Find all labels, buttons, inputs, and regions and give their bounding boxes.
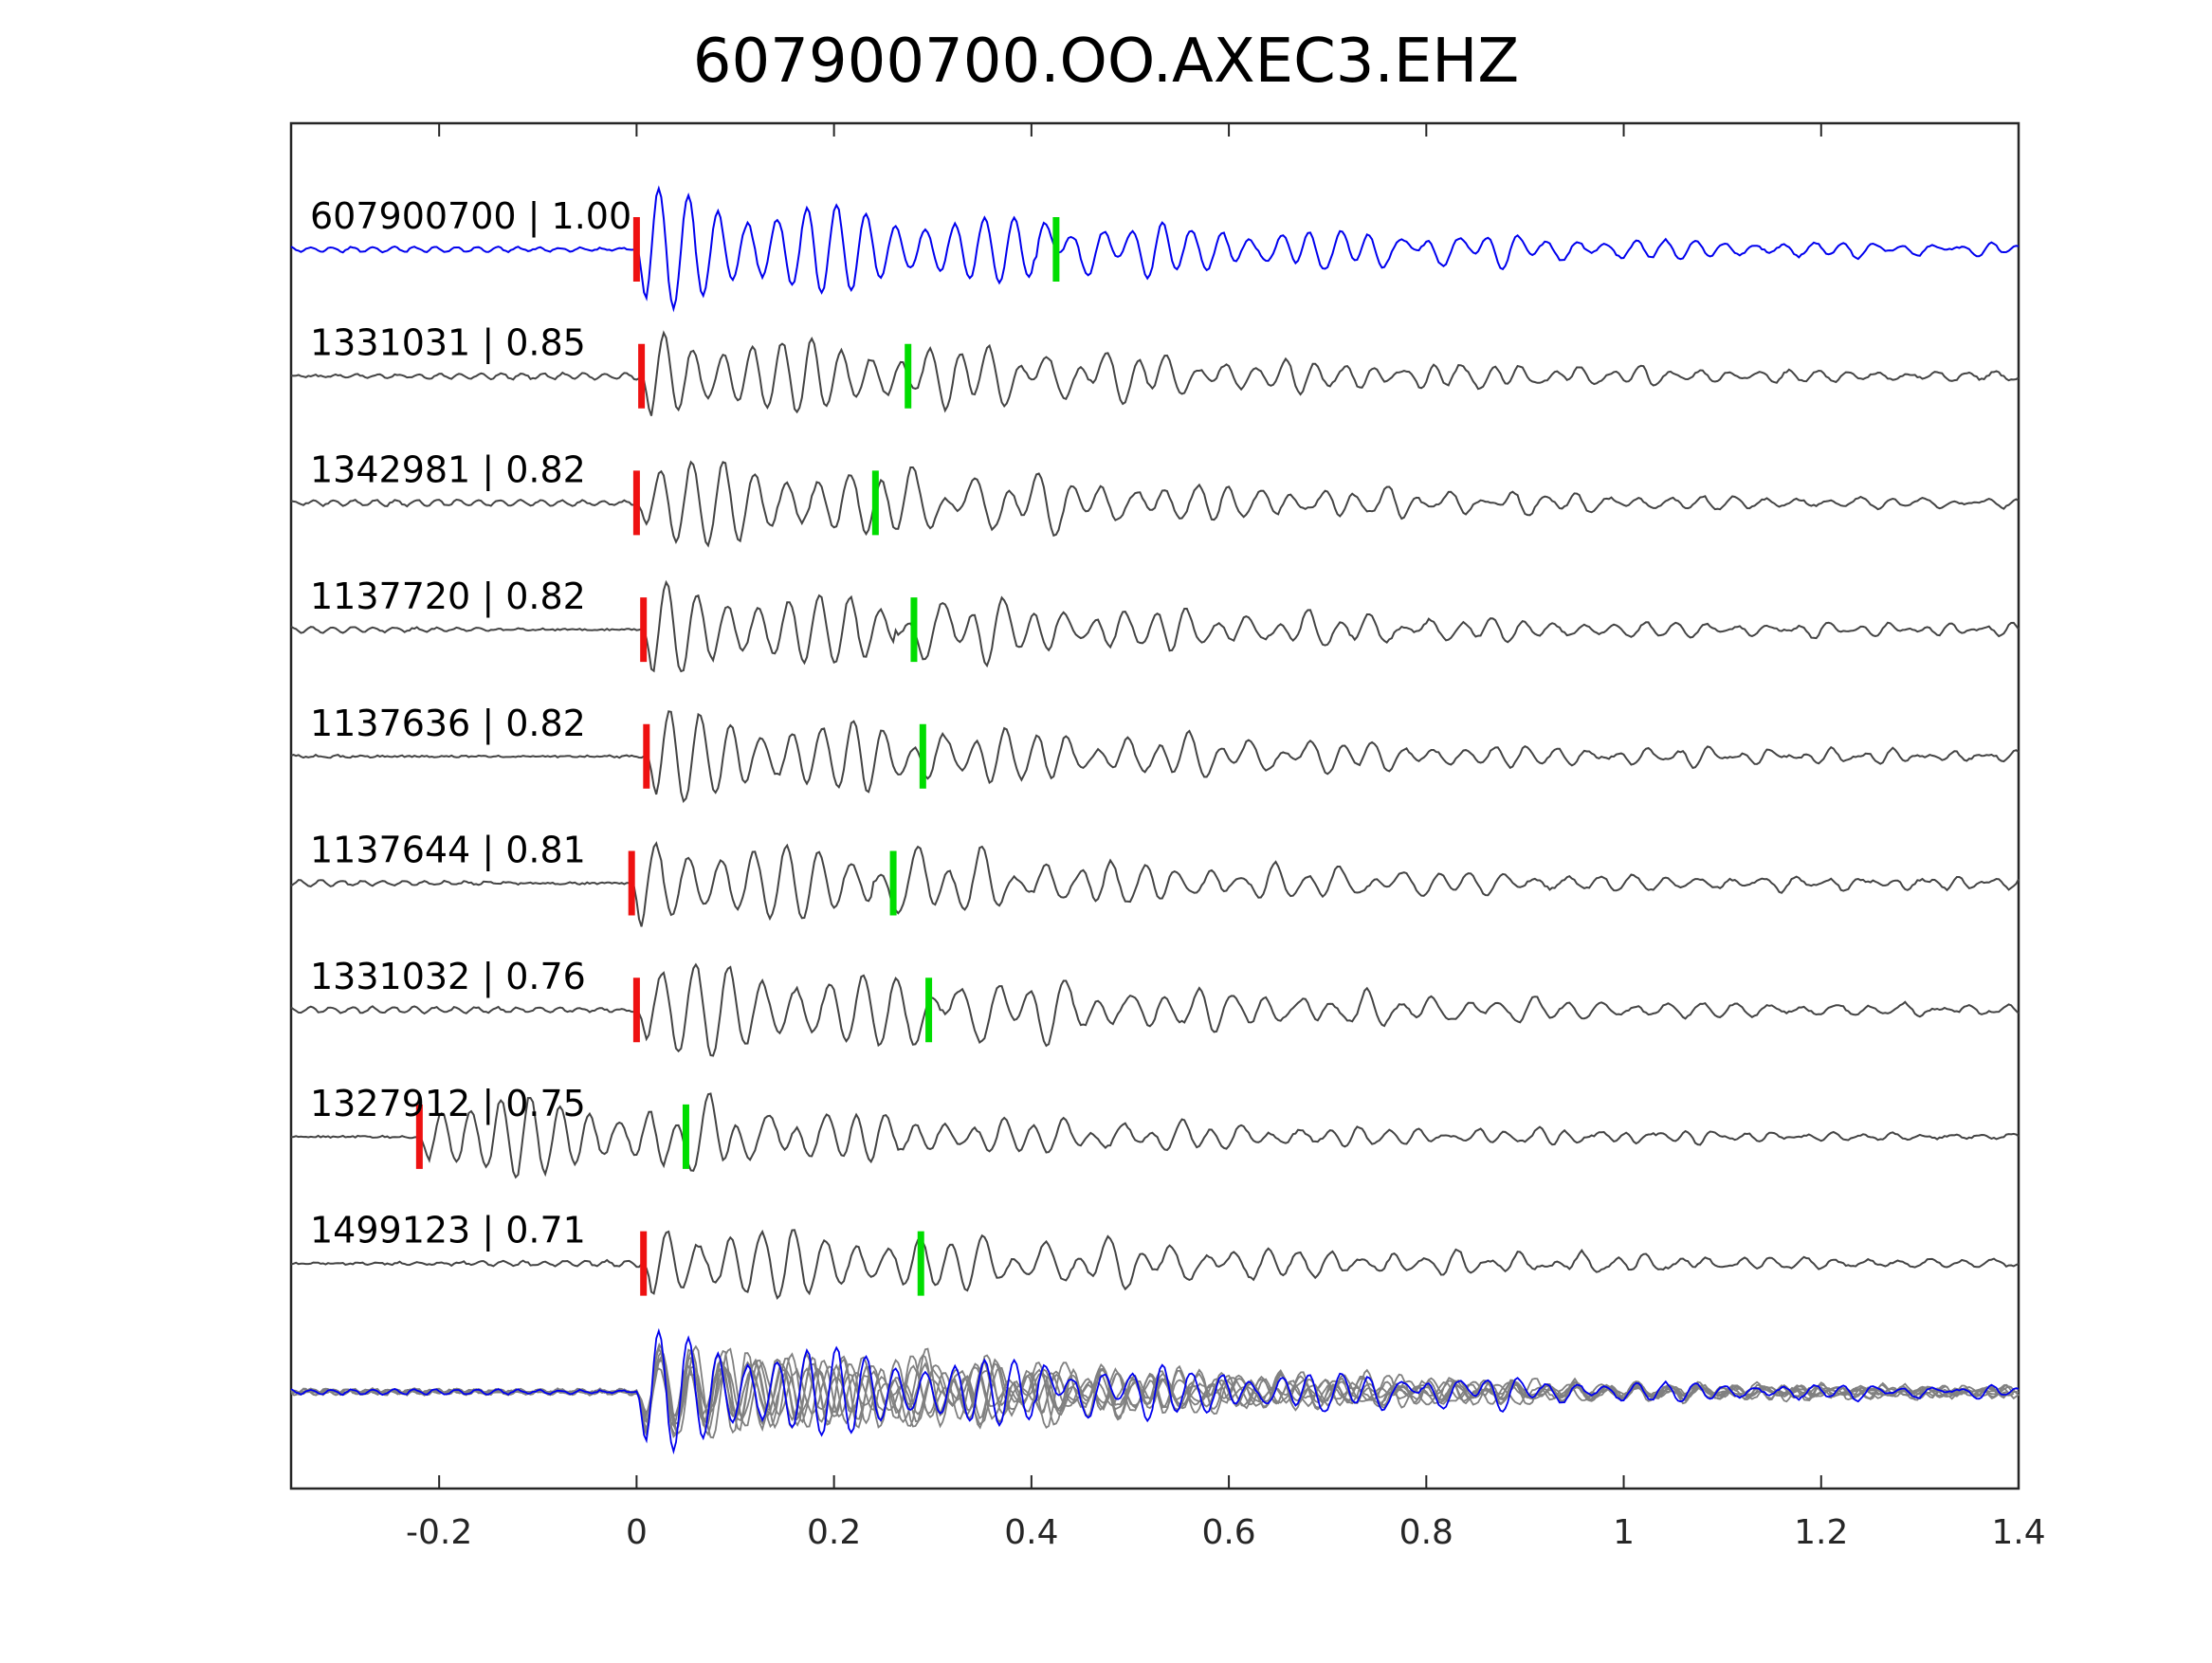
plot-area xyxy=(289,121,2020,1490)
x-tick-label: -0.2 xyxy=(406,1513,472,1552)
trace-label: 607900700 | 1.00 xyxy=(310,195,631,238)
x-tick-label: 0.6 xyxy=(1201,1513,1255,1552)
stack-line-1499123 xyxy=(291,1357,2013,1429)
x-tick-label: 0 xyxy=(626,1513,648,1552)
trace-line-1137720 xyxy=(290,579,2020,673)
x-tick-label: 1 xyxy=(1613,1513,1635,1552)
trace-line-1331031 xyxy=(290,330,2020,416)
trace-line-1499123 xyxy=(290,1229,2020,1300)
trace-label: 1137636 | 0.82 xyxy=(310,703,586,745)
trace-label: 1331032 | 0.76 xyxy=(310,956,586,998)
trace-line-1137636 xyxy=(290,710,2020,803)
trace-label: 1499123 | 0.71 xyxy=(310,1210,586,1252)
stack-overlay xyxy=(290,1327,2020,1455)
trace-label: 1327912 | 0.75 xyxy=(310,1083,586,1125)
x-tick-label: 0.8 xyxy=(1399,1513,1453,1552)
chart-title: 607900700.OO.AXEC3.EHZ xyxy=(692,27,1520,97)
trace-line-1137644 xyxy=(290,841,2020,927)
trace-label: 1331031 | 0.85 xyxy=(310,322,586,365)
stack-line-607900700 xyxy=(290,1327,2020,1455)
trace-line-1327912 xyxy=(290,1092,2020,1179)
traces xyxy=(290,185,2020,1300)
x-tick-label: 1.4 xyxy=(1991,1513,2045,1552)
x-axis: -0.2 0 0.2 0.4 0.6 0.8 1 1.2 1.4 xyxy=(406,123,2046,1552)
trace-label: 1342981 | 0.82 xyxy=(310,448,586,491)
trace-line-607900700 xyxy=(290,185,2020,313)
stack-line-1327912 xyxy=(508,1347,2020,1435)
x-tick-label: 0.4 xyxy=(1004,1513,1058,1552)
trace-label: 1137720 | 0.82 xyxy=(310,576,586,618)
x-tick-label: 0.2 xyxy=(807,1513,861,1552)
trace-line-1342981 xyxy=(290,460,2020,548)
x-tick-label: 1.2 xyxy=(1794,1513,1848,1552)
trace-label: 1137644 | 0.81 xyxy=(310,830,586,872)
trace-line-1331032 xyxy=(290,962,2020,1057)
trace-labels: 607900700 | 1.00 1331031 | 0.85 1342981 | … xyxy=(310,195,631,1252)
